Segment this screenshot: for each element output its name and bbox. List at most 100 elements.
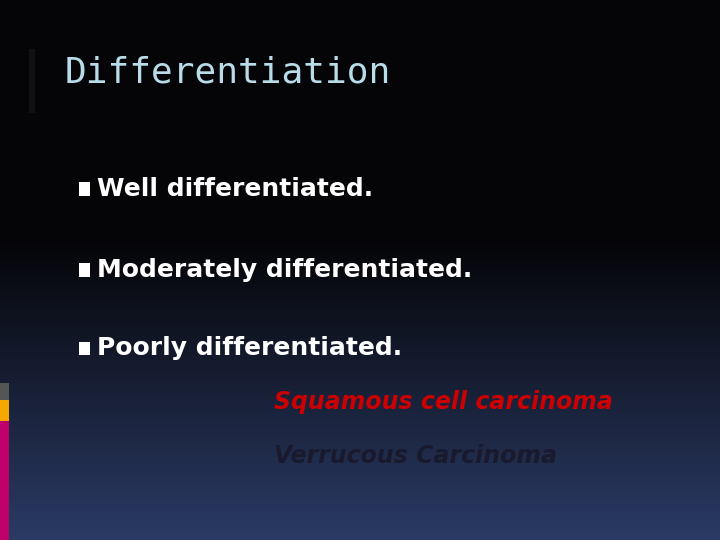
Bar (0, 173, 720, 174)
Bar (0, 220, 720, 221)
Bar (0, 218, 720, 220)
Bar (0, 270, 720, 272)
Bar (0, 376, 720, 378)
Bar (0, 525, 720, 528)
Bar (0, 385, 720, 387)
Bar (0, 515, 720, 517)
Bar (0, 133, 720, 135)
Bar (0, 247, 720, 248)
Bar (0, 248, 720, 250)
Text: Moderately differentiated.: Moderately differentiated. (97, 258, 472, 282)
Bar (0, 423, 720, 425)
Bar (0, 191, 720, 193)
Bar (0, 336, 720, 339)
Bar (0, 258, 720, 259)
Bar (0, 106, 720, 108)
Bar (0, 425, 720, 427)
Bar (0, 201, 720, 204)
Bar (0, 444, 720, 447)
Bar (0, 374, 720, 376)
Bar (0, 520, 720, 522)
Bar (0, 155, 720, 157)
Bar (0, 417, 720, 420)
Bar (0, 225, 720, 227)
Bar (0, 369, 720, 371)
Bar (0, 414, 720, 416)
Bar (0, 439, 720, 441)
Bar (0, 461, 720, 463)
Bar (0, 43, 720, 45)
Bar (0, 486, 720, 488)
Bar (0, 7, 720, 9)
Bar (0, 463, 720, 464)
Bar (0, 255, 720, 258)
Bar (0, 475, 720, 477)
Bar (0, 454, 720, 455)
Bar (0, 15, 720, 16)
Bar (0, 479, 720, 481)
Bar (0, 42, 720, 43)
Bar (0, 363, 720, 366)
Bar (0, 137, 720, 139)
Bar (0, 72, 720, 74)
Bar (0, 38, 720, 39)
Bar (0, 421, 9, 540)
Bar (0, 508, 720, 509)
Bar (0, 238, 720, 239)
Bar (0, 66, 720, 69)
Bar (0, 322, 720, 324)
Bar (0, 362, 720, 363)
Bar (0, 464, 720, 466)
Bar (0, 400, 720, 401)
Bar (0, 347, 720, 349)
Bar (0, 482, 720, 484)
Bar (0, 274, 720, 275)
Bar (0, 147, 720, 150)
Bar (0, 346, 720, 347)
Bar (0, 400, 9, 421)
Bar (0, 96, 720, 97)
Bar (0, 198, 720, 200)
Bar (0, 61, 720, 63)
Bar (0, 196, 720, 198)
Bar (0, 166, 720, 167)
Bar (0, 286, 720, 288)
Bar (0, 383, 720, 385)
Bar (0, 436, 720, 437)
Bar (0, 441, 720, 443)
Bar (0, 491, 720, 493)
Bar (0, 25, 720, 27)
Bar (0, 76, 720, 77)
Bar (0, 502, 720, 504)
Bar (0, 45, 720, 47)
Bar (0, 135, 720, 137)
Bar (0, 50, 720, 52)
Bar (0, 501, 720, 502)
Bar (0, 187, 720, 189)
Bar (0, 470, 720, 471)
Bar (0, 130, 720, 131)
Bar (0, 393, 720, 394)
Bar (0, 189, 720, 191)
Bar (0, 389, 720, 390)
Bar (0, 513, 720, 515)
Bar (0, 70, 720, 72)
Bar (0, 250, 720, 252)
Bar (0, 39, 720, 42)
Bar (0, 320, 720, 322)
Bar (0, 450, 720, 452)
Bar (0, 221, 720, 223)
Bar (0, 52, 720, 54)
Bar (0, 209, 720, 211)
Bar (0, 241, 720, 243)
Bar (0, 252, 720, 254)
Bar (0, 301, 720, 302)
Text: Poorly differentiated.: Poorly differentiated. (97, 336, 402, 360)
Bar (0, 81, 720, 83)
Bar (0, 339, 720, 340)
Bar (0, 49, 720, 50)
Bar (0, 281, 720, 282)
Bar (0, 459, 720, 461)
Bar (0, 315, 720, 317)
Bar (0, 259, 720, 261)
